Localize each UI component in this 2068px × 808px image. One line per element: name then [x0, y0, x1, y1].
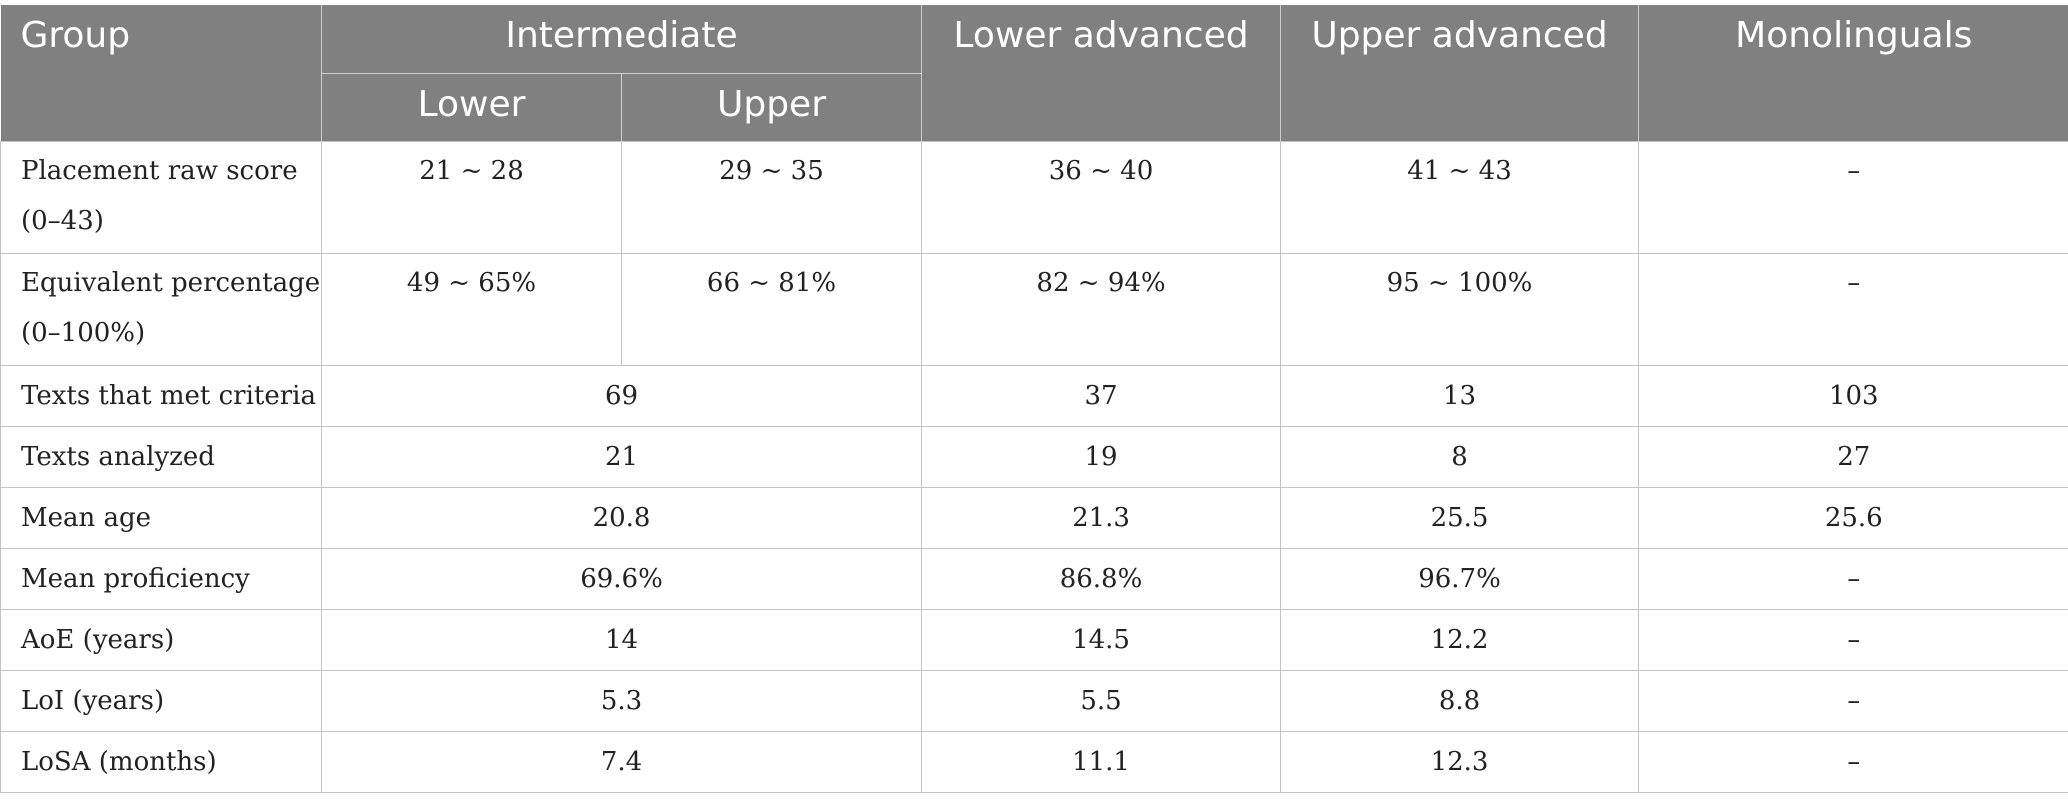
table-row-aoe: AoE (years) 14 14.5 12.2 – [0, 608, 2068, 670]
data-table: Group Intermediate Lower advanced Upper … [0, 5, 2068, 793]
row-label: Texts that met criteria [0, 364, 322, 426]
cell-lower-adv: 14.5 [921, 608, 1282, 670]
cell-lower-adv: 11.1 [921, 730, 1282, 793]
cell-upper-adv: 25.5 [1280, 486, 1640, 548]
cell-upper-adv: 8.8 [1280, 669, 1640, 731]
cell-lower-adv: 86.8% [921, 547, 1282, 609]
cell-int-lower: 49 ~ 65% [321, 252, 622, 365]
row-label-line1: Equivalent percentage [21, 267, 321, 298]
cell-mono: – [1638, 669, 2068, 731]
cell-lower-adv: 82 ~ 94% [921, 252, 1282, 365]
row-label: Mean age [0, 486, 322, 548]
cell-mono: – [1638, 608, 2068, 670]
table-row-texts-analyzed: Texts analyzed 21 19 8 27 [0, 425, 2068, 487]
table-row-texts-met: Texts that met criteria 69 37 13 103 [0, 364, 2068, 426]
header-row-2: Lower Upper [1, 72, 2068, 141]
cell-upper-adv: 96.7% [1280, 547, 1640, 609]
cell-intermediate: 69 [321, 364, 923, 426]
cell-upper-adv: 95 ~ 100% [1280, 252, 1640, 365]
row-label: Texts analyzed [0, 425, 322, 487]
row-label-line2: (0–100%) [21, 317, 146, 348]
cell-upper-adv: 13 [1280, 364, 1640, 426]
header-lower-advanced: Lower advanced [921, 5, 1282, 141]
cell-mono: – [1638, 730, 2068, 793]
cell-intermediate: 14 [321, 608, 923, 670]
cell-mono: – [1638, 252, 2068, 365]
table-body: Placement raw score (0–43) 21 ~ 28 29 ~ 3… [0, 140, 2068, 793]
table-row-mean-age: Mean age 20.8 21.3 25.5 25.6 [0, 486, 2068, 548]
header-intermediate-upper: Upper [621, 72, 923, 141]
cell-int-lower: 21 ~ 28 [321, 140, 622, 253]
table-header: Group Intermediate Lower advanced Upper … [0, 5, 2068, 141]
cell-lower-adv: 37 [921, 364, 1282, 426]
cell-upper-adv: 12.2 [1280, 608, 1640, 670]
cell-int-upper: 29 ~ 35 [621, 140, 923, 253]
cell-mono: 25.6 [1638, 486, 2068, 548]
cell-lower-adv: 36 ~ 40 [921, 140, 1282, 253]
row-label: Placement raw score (0–43) [0, 140, 322, 253]
cell-lower-adv: 21.3 [921, 486, 1282, 548]
header-intermediate: Intermediate [321, 5, 923, 73]
table-row-placement: Placement raw score (0–43) 21 ~ 28 29 ~ 3… [0, 140, 2068, 253]
row-label: LoI (years) [0, 669, 322, 731]
cell-int-upper: 66 ~ 81% [621, 252, 923, 365]
cell-lower-adv: 5.5 [921, 669, 1282, 731]
table-row-equivalent: Equivalent percentage (0–100%) 49 ~ 65% 6… [0, 252, 2068, 365]
cell-upper-adv: 8 [1280, 425, 1640, 487]
cell-mono: 103 [1638, 364, 2068, 426]
cell-intermediate: 21 [321, 425, 923, 487]
row-label-line2: (0–43) [21, 205, 104, 236]
row-label: AoE (years) [0, 608, 322, 670]
row-label: Equivalent percentage (0–100%) [0, 252, 322, 365]
header-monolinguals: Monolinguals [1638, 5, 2068, 141]
header-group: Group [0, 5, 322, 141]
row-label: LoSA (months) [0, 730, 322, 793]
cell-mono: – [1638, 140, 2068, 253]
cell-intermediate: 7.4 [321, 730, 923, 793]
row-label: Mean proficiency [0, 547, 322, 609]
cell-upper-adv: 41 ~ 43 [1280, 140, 1640, 253]
cell-intermediate: 20.8 [321, 486, 923, 548]
cell-upper-adv: 12.3 [1280, 730, 1640, 793]
header-upper-advanced: Upper advanced [1280, 5, 1640, 141]
header-intermediate-lower: Lower [321, 72, 622, 141]
cell-mono: – [1638, 547, 2068, 609]
table-row-mean-proficiency: Mean proficiency 69.6% 86.8% 96.7% – [0, 547, 2068, 609]
cell-mono: 27 [1638, 425, 2068, 487]
table-row-losa: LoSA (months) 7.4 11.1 12.3 – [0, 730, 2068, 793]
cell-intermediate: 5.3 [321, 669, 923, 731]
cell-lower-adv: 19 [921, 425, 1282, 487]
row-label-line1: Placement raw score [21, 155, 298, 186]
table-row-loi: LoI (years) 5.3 5.5 8.8 – [0, 669, 2068, 731]
header-row-1: Group Intermediate Lower advanced Upper … [0, 5, 2068, 141]
cell-intermediate: 69.6% [321, 547, 923, 609]
